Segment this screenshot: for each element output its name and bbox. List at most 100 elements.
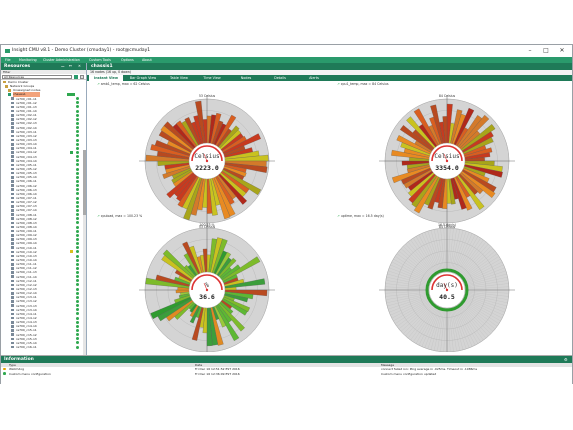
node-label: ra700_c14-n1 <box>16 311 37 316</box>
minimize-button[interactable]: – <box>528 47 532 54</box>
tree-node-item[interactable]: ra700_c04-n1 <box>1 146 86 150</box>
tree-node-item[interactable]: ra700_c04-n4 <box>1 159 86 163</box>
tree-node-item[interactable]: ra700_c11-n3 <box>1 270 86 274</box>
tree-node-item[interactable]: ra700_c12-n3 <box>1 287 86 291</box>
tree-node-item[interactable]: ra700_c06-n4 <box>1 192 86 196</box>
filter-select[interactable]: All Resources <box>2 75 72 79</box>
tab-time-view[interactable]: Time View <box>203 76 221 80</box>
maximize-button[interactable]: □ <box>543 47 549 54</box>
tree-node-item[interactable]: ra700_c14-n2 <box>1 316 86 320</box>
tree-node-item[interactable]: ra700_c02-n4 <box>1 126 86 130</box>
scale-label-top: 84 Celsius <box>439 94 456 98</box>
tree-node-item[interactable]: ra700_c02-n3 <box>1 121 86 125</box>
tree-node-item[interactable]: ra700_c07-n4 <box>1 208 86 212</box>
tree-node-item[interactable]: ra700_c13-n2 <box>1 299 86 303</box>
tree-node-item[interactable]: ra700_c08-n1 <box>1 213 86 217</box>
tree-node-item[interactable]: ra700_c13-n1 <box>1 295 86 299</box>
tree-node-item[interactable]: ra700_c01-n3 <box>1 105 86 109</box>
tree-node-item[interactable]: ra700_c11-n4 <box>1 275 86 279</box>
tree-node-item[interactable]: ra700_c13-n4 <box>1 308 86 312</box>
tree-root[interactable]: Demo Cluster <box>1 80 86 84</box>
tree-node-item[interactable]: ra700_c12-n2 <box>1 283 86 287</box>
menu-options[interactable]: Options <box>121 58 134 62</box>
node-icon <box>11 304 14 307</box>
tree-node-item[interactable]: ra700_c03-n4 <box>1 142 86 146</box>
tree-node-item[interactable]: ra700_c14-n1 <box>1 312 86 316</box>
tree-node-item[interactable]: ra700_c15-n2 <box>1 333 86 337</box>
tree-node-item[interactable]: ra700_c07-n2 <box>1 200 86 204</box>
menu-custom-tools[interactable]: Custom Tools <box>89 58 111 62</box>
menu-file[interactable]: File <box>5 58 11 62</box>
tree-node-item[interactable]: ra700_c03-n3 <box>1 138 86 142</box>
node-icon <box>11 308 14 312</box>
tree-node-item[interactable]: ra700_c08-n4 <box>1 225 86 229</box>
tree-node-item[interactable]: ra700_c09-n2 <box>1 233 86 237</box>
tree-node-item[interactable]: ra700_c07-n3 <box>1 204 86 208</box>
tree-node-item[interactable]: ra700_c05-n3 <box>1 171 86 175</box>
tab-nodes[interactable]: Nodes <box>240 76 252 80</box>
tree-unassigned-nodes[interactable]: Unassigned nodes <box>1 88 86 92</box>
tree-node-item[interactable]: ra700_c15-n1 <box>1 328 86 332</box>
tree-node-item[interactable]: ra700_c08-n2 <box>1 217 86 221</box>
tree-node-item[interactable]: ra700_c08-n3 <box>1 221 86 225</box>
tree-node-item[interactable]: ra700_c16-n1 <box>1 345 86 349</box>
info-row[interactable]: Custom menu configuration Fri Dec 16 12:… <box>1 372 572 377</box>
tab-bar-graph-view[interactable]: Bar Graph View <box>129 76 157 80</box>
tree-node-item[interactable]: ra700_c07-n1 <box>1 196 86 200</box>
tree-node-item[interactable]: ra700_c12-n1 <box>1 279 86 283</box>
col-date[interactable]: Date <box>195 363 203 367</box>
tree-network-groups[interactable]: Network Groups <box>1 84 86 88</box>
tree-node-item[interactable]: ra700_c12-n4 <box>1 291 86 295</box>
tree-node-item[interactable]: ra700_c06-n3 <box>1 188 86 192</box>
tree-node-item[interactable]: ra700_c13-n3 <box>1 304 86 308</box>
menu-cluster-administration[interactable]: Cluster Administration <box>43 58 80 62</box>
tree-node-item[interactable]: ra700_c09-n4 <box>1 241 86 245</box>
tree-node-item[interactable]: ra700_c03-n1 <box>1 130 86 134</box>
tree-node-item[interactable]: ra700_c10-n3 <box>1 254 86 258</box>
menu-about[interactable]: About <box>142 58 152 62</box>
tree-node-item[interactable]: ra700_c06-n2 <box>1 184 86 188</box>
tree-chassis-selected[interactable]: chassis1 <box>1 92 86 97</box>
col-type[interactable]: Type <box>9 363 16 367</box>
tree-node-item[interactable]: ra700_c09-n3 <box>1 237 86 241</box>
tree-node-item[interactable]: ra700_c06-n1 <box>1 179 86 183</box>
tree-node-item[interactable]: ra700_c04-n2 <box>1 150 86 154</box>
close-panel-icon[interactable]: ✕ <box>78 64 81 68</box>
menu-monitoring[interactable]: Monitoring <box>19 58 37 62</box>
tree-node-item[interactable]: ra700_c10-n4 <box>1 258 86 262</box>
tab-details[interactable]: Details <box>274 76 286 80</box>
tree-node-item[interactable]: ra700_c15-n3 <box>1 337 86 341</box>
filter-apply-button[interactable] <box>74 75 78 79</box>
col-message[interactable]: Message <box>381 363 395 367</box>
undock-panel-icon[interactable]: ↔ <box>69 64 72 68</box>
tree-node-item[interactable]: ra700_c11-n1 <box>1 262 86 266</box>
tree-node-item[interactable]: ra700_c14-n3 <box>1 320 86 324</box>
tab-instant-view[interactable]: Instant View <box>89 75 123 81</box>
tree-node-item[interactable]: ra700_c02-n1 <box>1 113 86 117</box>
tree-node-item[interactable]: ra700_c15-n4 <box>1 341 86 345</box>
tree-node-item[interactable]: ra700_c04-n3 <box>1 155 86 159</box>
tree-scrollbar[interactable] <box>83 150 86 370</box>
tree-node-item[interactable]: ra700_c03-n2 <box>1 134 86 138</box>
tab-table-view[interactable]: Table View <box>170 76 188 80</box>
tree-node-item[interactable]: ra700_c14-n4 <box>1 324 86 328</box>
close-button[interactable]: ✕ <box>559 47 565 54</box>
filter-clear-button[interactable] <box>80 75 84 79</box>
tree-node-item[interactable]: ra700_c05-n1 <box>1 163 86 167</box>
tree-node-item[interactable]: ra700_c01-n2 <box>1 101 86 105</box>
tab-alerts[interactable]: Alerts <box>309 76 319 80</box>
info-settings-icon[interactable]: ⚙ <box>564 357 568 362</box>
tree-node-item[interactable]: ra700_c01-n4 <box>1 109 86 113</box>
tree-node-item[interactable]: ra700_c10-n1 <box>1 246 86 250</box>
tree-node-item[interactable]: ra700_c11-n2 <box>1 266 86 270</box>
tree-node-item[interactable]: ra700_c10-n2 <box>1 250 86 254</box>
tree-node-item[interactable]: ra700_c05-n2 <box>1 167 86 171</box>
grid-spoke <box>437 305 445 352</box>
tree-node-item[interactable]: ra700_c02-n2 <box>1 117 86 121</box>
tree-node-item[interactable]: ra700_c09-n1 <box>1 229 86 233</box>
scrollbar-thumb[interactable] <box>83 150 86 215</box>
info-row[interactable]: Watchdog Fri Dec 16 12:51:52 EST 2016 co… <box>1 367 572 372</box>
tree-node-item[interactable]: ra700_c05-n4 <box>1 175 86 179</box>
tree-node-item[interactable]: ra700_c01-n1 <box>1 97 86 101</box>
minimize-panel-icon[interactable]: — <box>61 64 65 68</box>
